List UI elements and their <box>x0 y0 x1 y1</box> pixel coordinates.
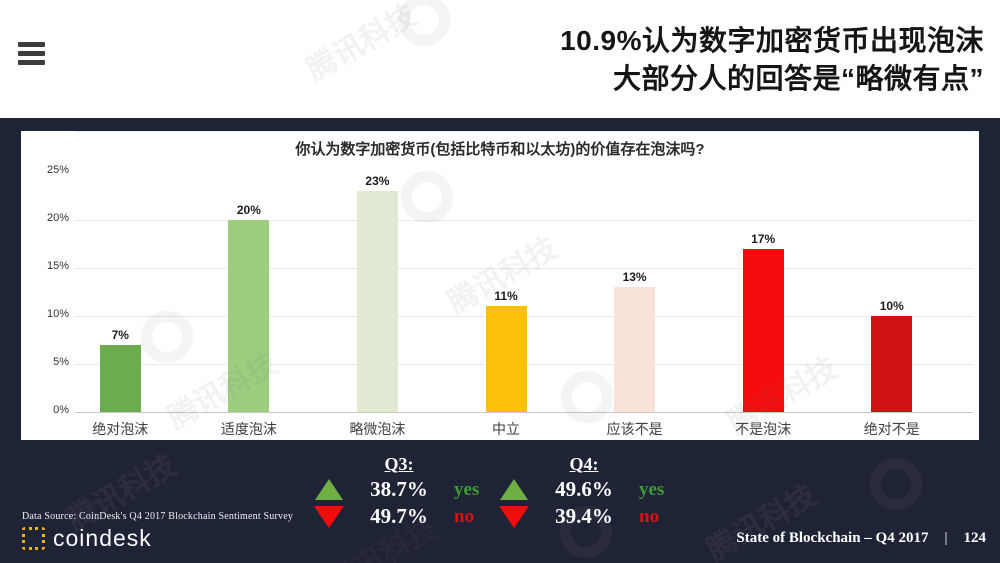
bar <box>228 220 270 412</box>
up-triangle-icon <box>315 479 343 500</box>
y-tick: 5% <box>53 356 69 368</box>
bar <box>614 287 656 412</box>
page-title-line2: 大部分人的回答是“略微有点” <box>612 63 984 94</box>
category-label: 应该不是 <box>606 421 663 437</box>
categories-row: 绝对泡沫 适度泡沫 略微泡沫 中立 应该不是 不是泡沫 绝对不是 <box>56 419 956 439</box>
category-label: 适度泡沫 <box>220 421 277 437</box>
y-tick: 0% <box>53 404 69 416</box>
bar <box>871 316 913 412</box>
q3-label: Q3: <box>384 453 414 474</box>
quarter-stats: Q3: 38.7% yes 49.7% no Q4: 49.6% yes <box>314 452 684 530</box>
bar-value-label: 20% <box>236 203 261 217</box>
x-axis-line <box>75 412 973 413</box>
gridline <box>75 268 973 269</box>
bar-column: 23% <box>313 172 442 412</box>
y-tick: 10% <box>46 308 69 320</box>
bar-value-label: 17% <box>751 231 776 246</box>
data-source-note: Data Source: CoinDesk's Q4 2017 Blockcha… <box>22 511 294 522</box>
category-label: 绝对不是 <box>863 421 920 437</box>
bar <box>742 248 784 412</box>
q4-yes-value: 49.6% <box>555 477 613 501</box>
y-tick: 15% <box>46 260 69 272</box>
bar-value-label: 13% <box>622 270 647 285</box>
watermark: 腾讯科技 <box>301 0 422 88</box>
coindesk-logo-text: coindesk <box>53 525 152 551</box>
page-title-line1: 10.9%认为数字加密货币出现泡沫 <box>560 25 984 56</box>
gridline <box>75 131 973 132</box>
chart-card: 你认为数字加密货币(包括比特币和以太坊)的价值存在泡沫吗? 25% 20% 15… <box>21 131 979 563</box>
bar-column: 20% <box>185 172 314 412</box>
down-triangle-icon <box>314 505 344 528</box>
y-tick: 20% <box>46 212 69 224</box>
q3-yes-label: yes <box>454 478 480 500</box>
q3-stats-group: Q3: 38.7% yes 49.7% no <box>314 452 499 530</box>
coindesk-logo-icon <box>22 527 45 550</box>
q4-no-value: 39.4% <box>555 504 613 528</box>
q4-yes-label: yes <box>639 478 665 500</box>
bar-column: 7% <box>56 172 185 412</box>
bar-value-label: 11% <box>494 289 518 304</box>
slide-footer: State of Blockchain – Q4 2017 | 124 <box>736 530 986 547</box>
menu-hamburger-icon[interactable] <box>18 42 45 69</box>
bar-value-label: 10% <box>879 299 904 313</box>
bar <box>356 191 398 412</box>
bar <box>99 344 141 412</box>
bar-column: 10% <box>827 172 956 412</box>
bar-value-label: 23% <box>365 174 390 189</box>
bar-column: 11% <box>442 172 571 412</box>
chart-title: 你认为数字加密货币(包括比特币和以太坊)的价值存在泡沫吗? <box>295 141 705 158</box>
page-title: 10.9%认为数字加密货币出现泡沫 大部分人的回答是“略微有点” <box>560 22 984 98</box>
gridline <box>75 220 973 221</box>
bar <box>485 306 527 412</box>
q3-no-label: no <box>454 505 475 527</box>
category-label: 中立 <box>492 421 521 437</box>
bars-area: 7% 20% 23% 11% 13% 17% 10% <box>56 172 956 412</box>
y-tick: 25% <box>46 164 69 176</box>
coindesk-logo: coindesk <box>22 525 152 552</box>
watermark-ring <box>398 0 450 46</box>
q4-no-label: no <box>639 505 660 527</box>
watermark-ring <box>870 458 922 510</box>
q3-no-value: 49.7% <box>370 504 428 528</box>
q4-stats-group: Q4: 49.6% yes 39.4% no <box>499 452 684 530</box>
bar-column: 17% <box>699 172 828 412</box>
category-label: 略微泡沫 <box>349 421 406 437</box>
q3-yes-value: 38.7% <box>370 477 428 501</box>
deck-title: State of Blockchain – Q4 2017 <box>736 530 929 546</box>
page-number: 124 <box>963 530 987 546</box>
watermark: 腾讯科技 <box>701 478 822 563</box>
footer-separator: | <box>944 530 948 546</box>
up-triangle-icon <box>500 479 528 500</box>
bar-value-label: 7% <box>111 327 129 342</box>
category-label: 不是泡沫 <box>735 421 792 437</box>
bar-column: 13% <box>570 172 699 412</box>
content-panel: 你认为数字加密货币(包括比特币和以太坊)的价值存在泡沫吗? 25% 20% 15… <box>0 118 1000 563</box>
header: 腾讯科技 10.9%认为数字加密货币出现泡沫 大部分人的回答是“略微有点” <box>0 0 1000 118</box>
q4-label: Q4: <box>569 453 599 474</box>
category-label: 绝对泡沫 <box>92 421 149 437</box>
down-triangle-icon <box>499 505 529 528</box>
